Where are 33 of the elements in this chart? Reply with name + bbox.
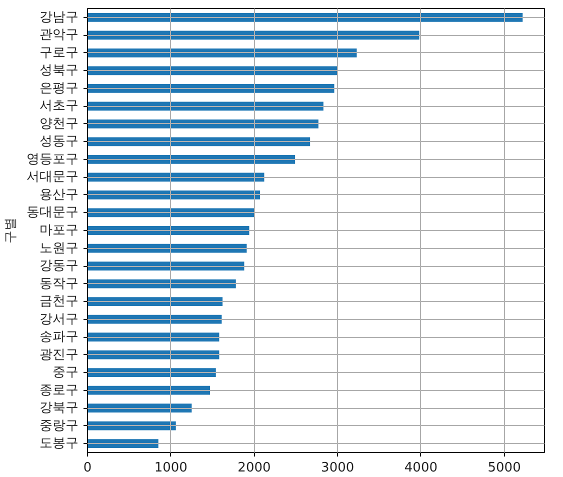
y-tick-label: 강남구	[40, 10, 78, 25]
y-axis-title: 구별	[4, 218, 18, 244]
y-tick-label: 성북구	[40, 63, 78, 78]
x-tick-label: 0	[83, 460, 92, 476]
y-tick-label: 용산구	[40, 187, 78, 202]
y-tick-label: 성동구	[40, 134, 78, 150]
y-tick-label: 중구	[52, 365, 78, 380]
y-tick-label: 광진구	[40, 347, 78, 362]
y-tick-label: 서대문구	[26, 170, 78, 185]
y-tick-label: 영등포구	[26, 152, 78, 167]
y-tick-label: 은평구	[40, 80, 78, 96]
y-tick-label: 동작구	[40, 276, 78, 292]
x-tick-label: 4000	[404, 460, 438, 476]
x-tick-label: 1000	[154, 460, 188, 476]
y-tick-label: 관악구	[40, 28, 78, 43]
y-tick-label: 중랑구	[40, 418, 78, 434]
y-tick-label: 강북구	[40, 400, 78, 416]
y-tick-label: 노원구	[40, 240, 78, 256]
x-tick-label: 3000	[321, 460, 354, 476]
y-tick-label: 마포구	[40, 223, 78, 238]
y-tick-label: 도봉구	[40, 436, 78, 452]
x-tick-label: 2000	[238, 460, 271, 476]
y-tick-label: 동대문구	[26, 205, 78, 220]
y-tick-label: 송파구	[40, 330, 78, 345]
y-tick-label: 금천구	[40, 294, 78, 310]
y-tick-label: 구로구	[40, 45, 78, 60]
x-tick-label: 5000	[488, 460, 521, 476]
y-tick-label: 강서구	[40, 312, 78, 327]
y-tick-label: 서초구	[40, 98, 78, 114]
y-tick-label: 강동구	[40, 258, 78, 274]
y-tick-label: 종로구	[40, 382, 78, 398]
bar	[88, 439, 158, 448]
y-tick-label: 양천구	[40, 116, 78, 132]
